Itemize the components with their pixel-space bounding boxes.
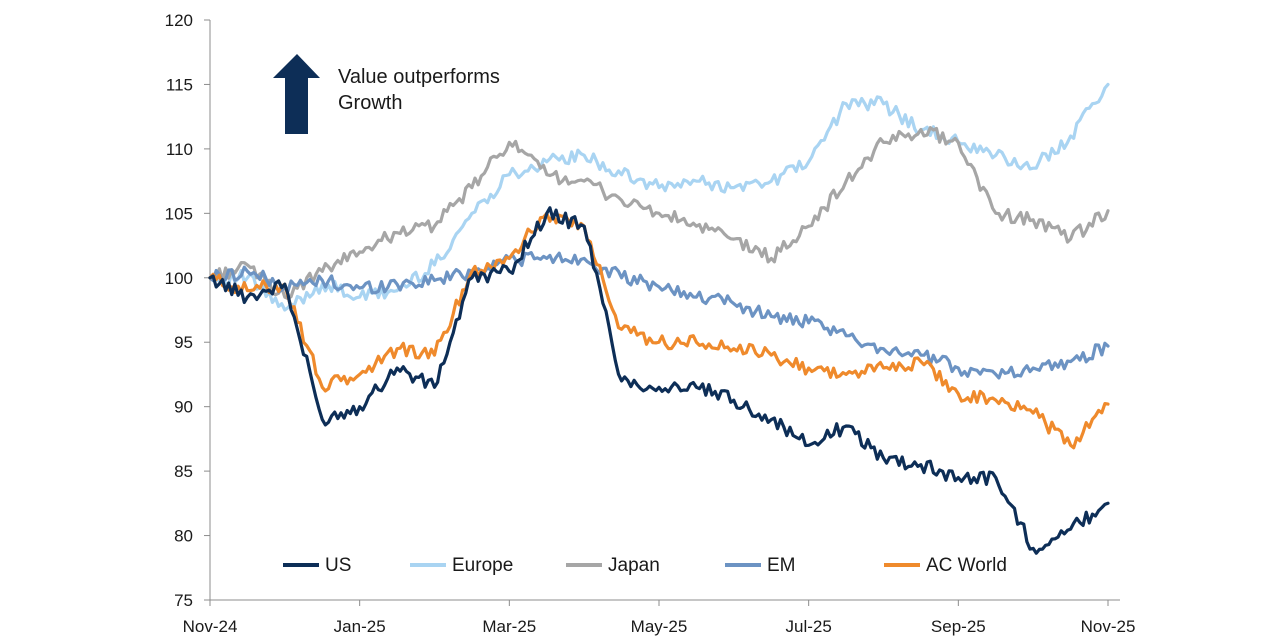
series-line-ac-world	[208, 211, 1110, 450]
series-line-japan	[208, 126, 1110, 301]
up-arrow-icon	[273, 54, 320, 134]
y-tick-label: 120	[165, 11, 193, 30]
annotation-line-1: Value outperforms	[338, 66, 500, 88]
x-tick-label: May-25	[631, 617, 688, 636]
x-tick-label: Jul-25	[786, 617, 832, 636]
y-tick-label: 80	[174, 527, 193, 546]
x-tick-label: Jan-25	[334, 617, 386, 636]
y-tick-label: 100	[165, 269, 193, 288]
y-tick-label: 75	[174, 591, 193, 610]
y-tick-label: 110	[166, 140, 193, 159]
legend-label-em: EM	[767, 555, 796, 576]
annotation-line-2: Growth	[338, 92, 402, 114]
series-layer	[208, 82, 1110, 555]
legend: US Europe Japan EM AC World	[283, 555, 1007, 576]
x-tick-label: Nov-25	[1081, 617, 1136, 636]
series-line-europe	[208, 82, 1110, 312]
legend-label-japan: Japan	[608, 555, 660, 576]
y-tick-label: 90	[174, 398, 193, 417]
x-tick-label: Sep-25	[931, 617, 986, 636]
y-tick-label: 105	[165, 204, 193, 223]
legend-label-europe: Europe	[452, 555, 513, 576]
y-tick-label: 115	[166, 75, 193, 94]
legend-label-ac-world: AC World	[926, 555, 1007, 576]
x-tick-label: Nov-24	[183, 617, 238, 636]
axes: 75 80 85 90 95 100 105 110 115 120 Nov-24 Jan-25 Mar…	[165, 11, 1136, 636]
series-line-em	[208, 251, 1110, 380]
x-tick-label: Mar-25	[482, 617, 536, 636]
legend-label-us: US	[325, 555, 351, 576]
y-tick-label: 85	[174, 462, 193, 481]
y-tick-label: 95	[174, 333, 193, 352]
annotation: Value outperforms Growth	[273, 54, 500, 134]
series-line-us	[208, 206, 1110, 555]
